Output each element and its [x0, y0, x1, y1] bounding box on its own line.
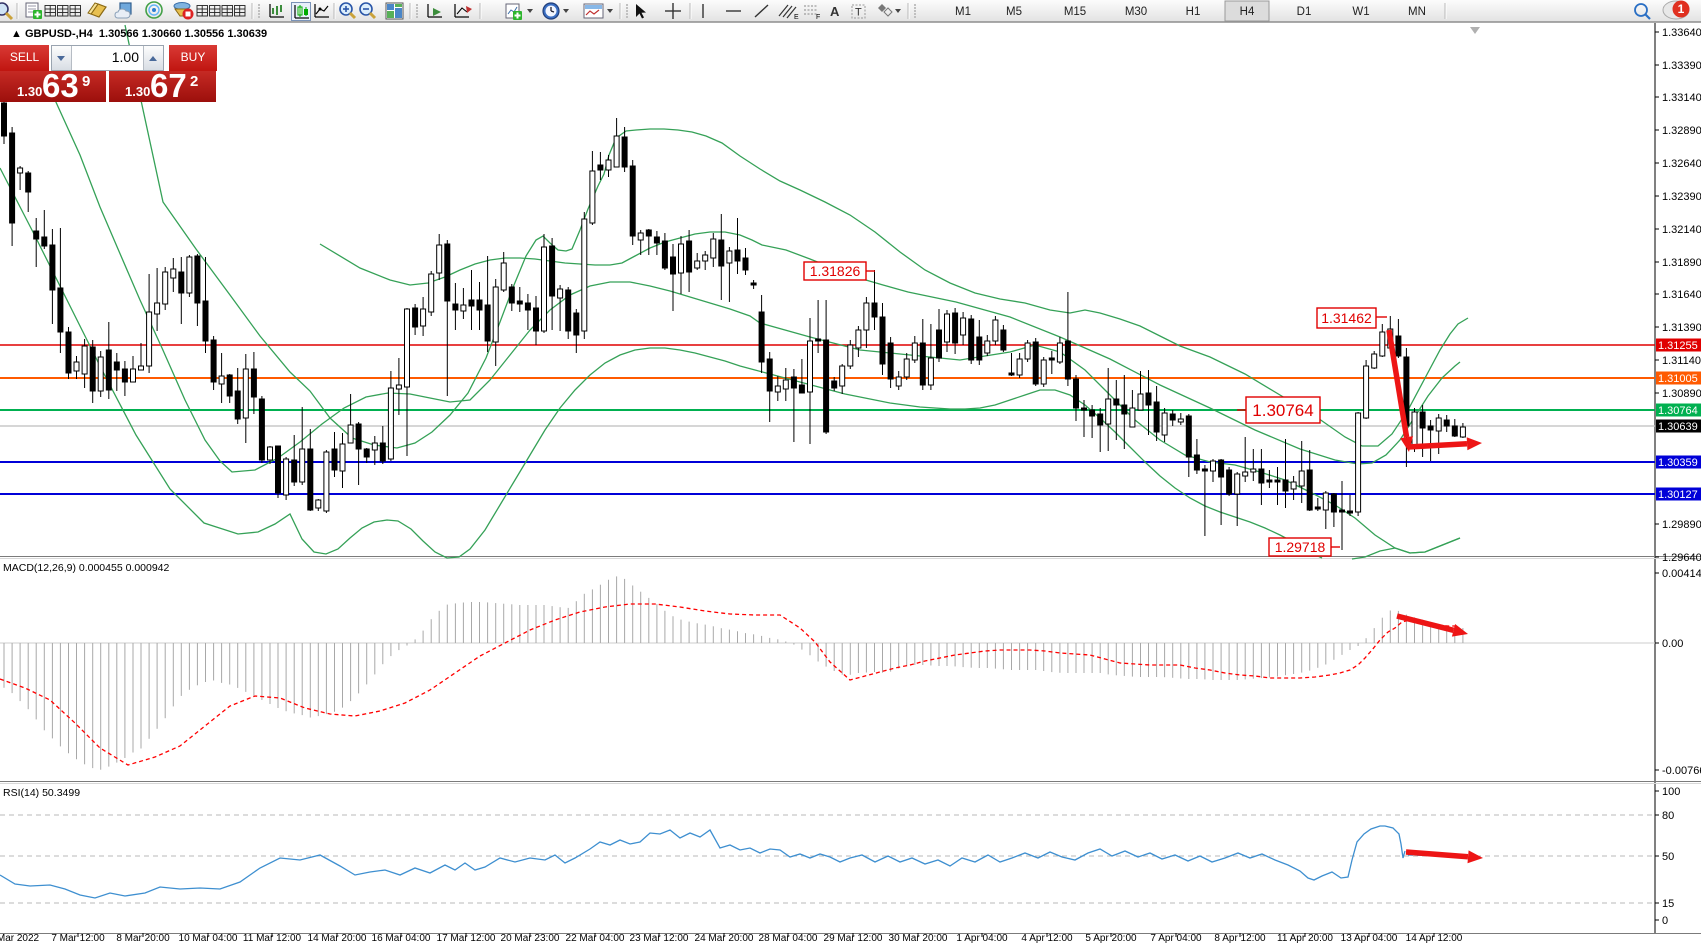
svg-text:1.30764: 1.30764 — [1658, 405, 1698, 417]
svg-text:F: F — [816, 14, 820, 21]
svg-text:1.31390: 1.31390 — [1662, 322, 1701, 334]
svg-text:W1: W1 — [1352, 6, 1369, 18]
svg-text:E: E — [794, 14, 799, 21]
svg-text:1.32390: 1.32390 — [1662, 191, 1701, 203]
svg-text:1.30127: 1.30127 — [1658, 489, 1698, 501]
svg-text:1 Apr 04:00: 1 Apr 04:00 — [956, 933, 1008, 944]
svg-text:16 Mar 04:00: 16 Mar 04:00 — [372, 933, 431, 944]
svg-text:1.29890: 1.29890 — [1662, 519, 1701, 531]
svg-text:1.29718: 1.29718 — [1275, 539, 1326, 555]
svg-text:80: 80 — [1662, 810, 1674, 822]
svg-text:H4: H4 — [1240, 6, 1255, 18]
svg-text:100: 100 — [1662, 786, 1680, 798]
svg-text:13 Apr 04:00: 13 Apr 04:00 — [1341, 933, 1398, 944]
svg-text:M15: M15 — [1064, 6, 1086, 18]
svg-text:1.30890: 1.30890 — [1662, 388, 1701, 400]
svg-text:A: A — [830, 4, 840, 19]
svg-text:1.30764: 1.30764 — [1252, 401, 1313, 420]
svg-text:0: 0 — [1662, 915, 1668, 927]
svg-text:1.31255: 1.31255 — [1658, 340, 1698, 352]
svg-text:8 Mar 20:00: 8 Mar 20:00 — [116, 933, 170, 944]
svg-text:1: 1 — [1678, 2, 1685, 16]
svg-text:1.31826: 1.31826 — [810, 263, 861, 279]
svg-text:0.004144: 0.004144 — [1662, 568, 1701, 580]
svg-text:Mar 2022: Mar 2022 — [0, 933, 40, 944]
svg-text:11 Mar 12:00: 11 Mar 12:00 — [243, 933, 302, 944]
svg-text:MACD(12,26,9) 0.000455 0.00094: MACD(12,26,9) 0.000455 0.000942 — [3, 562, 170, 574]
svg-text:20 Mar 23:00: 20 Mar 23:00 — [501, 933, 560, 944]
svg-text:5 Apr 20:00: 5 Apr 20:00 — [1085, 933, 1137, 944]
svg-text:1.32640: 1.32640 — [1662, 158, 1701, 170]
svg-text:50: 50 — [1662, 851, 1674, 863]
svg-text:30 Mar 20:00: 30 Mar 20:00 — [889, 933, 948, 944]
svg-text:1.31890: 1.31890 — [1662, 257, 1701, 269]
svg-text:23 Mar 12:00: 23 Mar 12:00 — [630, 933, 689, 944]
svg-text:15: 15 — [1662, 898, 1674, 910]
svg-text:MN: MN — [1408, 6, 1426, 18]
svg-text:D1: D1 — [1297, 6, 1312, 18]
svg-text:17 Mar 12:00: 17 Mar 12:00 — [437, 933, 496, 944]
svg-text:1.33140: 1.33140 — [1662, 92, 1701, 104]
svg-text:1.32890: 1.32890 — [1662, 125, 1701, 137]
svg-text:1.33390: 1.33390 — [1662, 60, 1701, 72]
svg-text:H1: H1 — [1186, 6, 1201, 18]
svg-text:1.33640: 1.33640 — [1662, 27, 1701, 39]
svg-text:28 Mar 04:00: 28 Mar 04:00 — [759, 933, 818, 944]
svg-text:1.31462: 1.31462 — [1321, 310, 1372, 326]
svg-text:-0.007664: -0.007664 — [1662, 765, 1701, 777]
svg-text:22 Mar 04:00: 22 Mar 04:00 — [566, 933, 625, 944]
svg-text:RSI(14) 50.3499: RSI(14) 50.3499 — [3, 787, 80, 799]
svg-text:24 Mar 20:00: 24 Mar 20:00 — [695, 933, 754, 944]
svg-text:1.31005: 1.31005 — [1658, 373, 1698, 385]
svg-text:29 Mar 12:00: 29 Mar 12:00 — [824, 933, 883, 944]
svg-text:14 Mar 20:00: 14 Mar 20:00 — [308, 933, 367, 944]
svg-text:1.31640: 1.31640 — [1662, 289, 1701, 301]
svg-text:8 Apr 12:00: 8 Apr 12:00 — [1214, 933, 1266, 944]
svg-text:4 Apr 12:00: 4 Apr 12:00 — [1021, 933, 1073, 944]
svg-text:1.32140: 1.32140 — [1662, 224, 1701, 236]
svg-text:1.29640: 1.29640 — [1662, 552, 1701, 564]
svg-text:1.30639: 1.30639 — [1658, 421, 1698, 433]
svg-text:M1: M1 — [955, 6, 971, 18]
svg-text:10 Mar 04:00: 10 Mar 04:00 — [179, 933, 238, 944]
svg-text:7 Mar 12:00: 7 Mar 12:00 — [51, 933, 105, 944]
svg-text:11 Apr 20:00: 11 Apr 20:00 — [1277, 933, 1333, 944]
svg-text:M30: M30 — [1125, 6, 1147, 18]
svg-text:14 Apr 12:00: 14 Apr 12:00 — [1406, 933, 1463, 944]
svg-text:T: T — [855, 7, 862, 19]
svg-text:1.30359: 1.30359 — [1658, 457, 1698, 469]
svg-text:0.00: 0.00 — [1662, 638, 1683, 650]
svg-text:1.31140: 1.31140 — [1662, 355, 1701, 367]
svg-text:M5: M5 — [1006, 6, 1022, 18]
svg-text:7 Apr 04:00: 7 Apr 04:00 — [1150, 933, 1202, 944]
